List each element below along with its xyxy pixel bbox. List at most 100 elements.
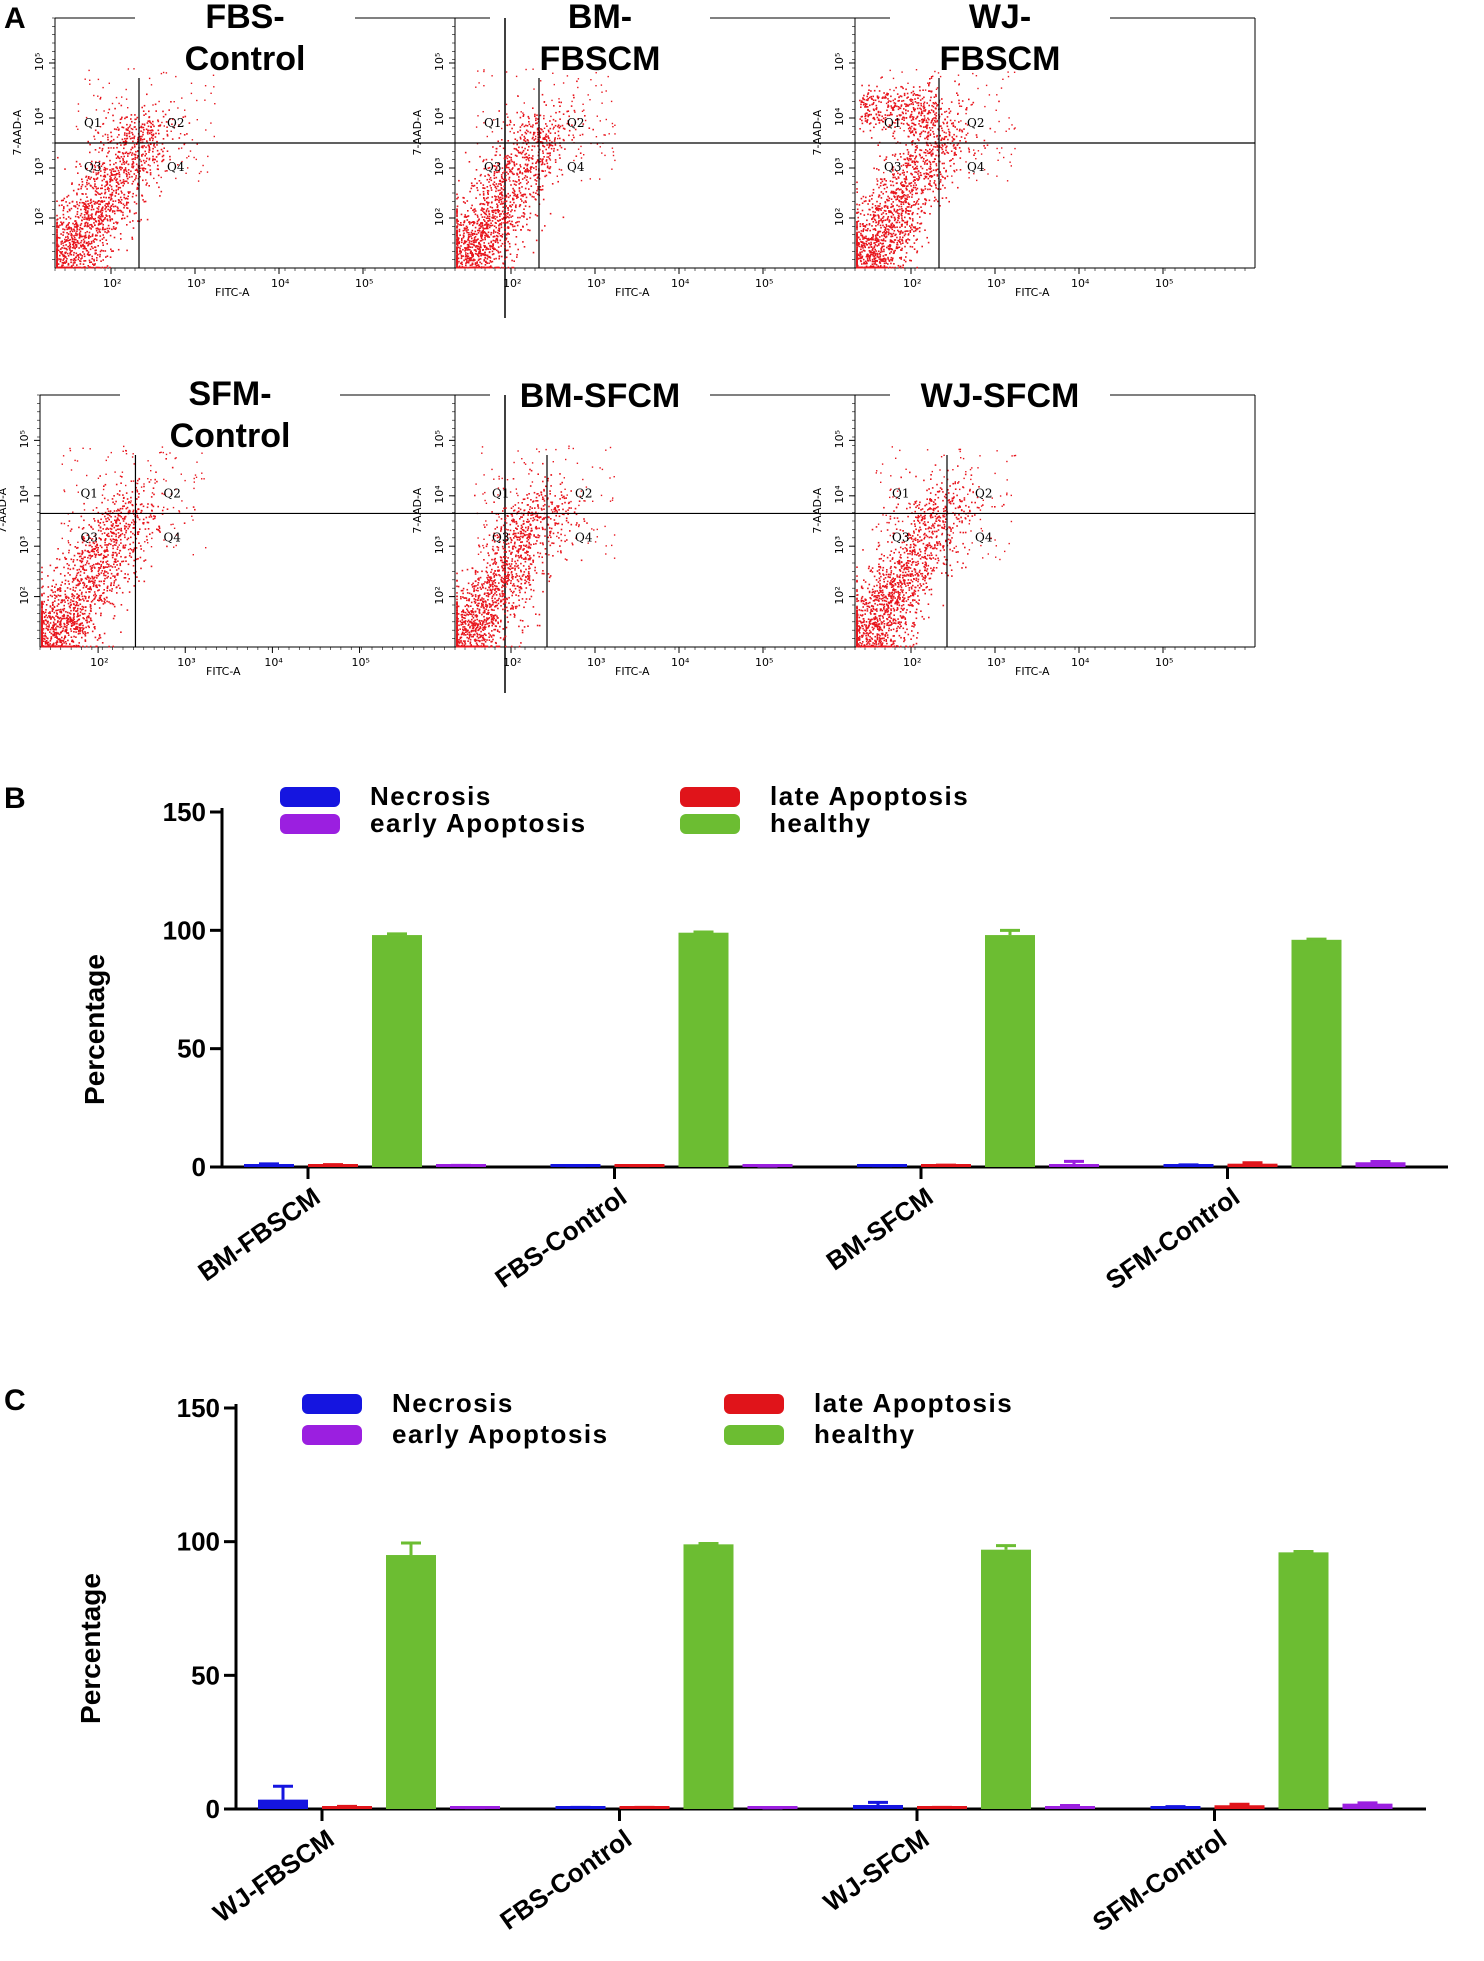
event-dot [920,210,923,213]
event-dot [94,213,97,216]
event-dot [611,147,614,149]
event-dot [103,228,105,231]
event-dot [901,208,903,210]
event-dot [474,178,476,180]
event-dot [130,127,133,130]
event-dot [571,124,573,126]
event-dot [545,133,548,136]
event-dot [858,231,860,233]
event-dot [140,160,142,163]
event-dot [907,234,910,236]
event-dot [64,238,66,241]
event-dot [73,235,75,237]
event-dot [507,160,510,163]
event-dot [544,170,546,172]
event-dot [945,170,947,173]
event-dot [116,167,118,170]
event-dot [473,241,476,243]
event-dot [959,157,962,159]
event-dot [875,206,878,209]
event-dot [147,120,149,122]
event-dot [89,248,92,251]
event-dot [65,244,67,246]
event-dot [510,223,512,226]
event-dot [471,229,474,232]
event-dot [92,200,95,203]
event-dot [501,191,503,193]
event-dot [100,260,102,262]
event-dot [526,218,528,220]
event-dot [523,156,526,159]
event-dot [546,152,549,155]
event-dot [522,113,525,116]
event-dot [937,138,940,140]
event-dot [911,224,913,227]
event-dot [83,253,86,255]
event-dot [898,196,901,198]
event-dot [153,158,156,161]
event-dot [477,115,479,117]
event-dot [140,126,143,129]
event-dot [127,163,130,166]
event-dot [131,146,134,148]
event-dot [483,197,485,200]
event-dot [880,247,883,249]
event-dot [557,180,559,183]
event-dot [911,189,913,192]
event-dot [589,178,591,180]
event-dot [473,232,476,235]
event-dot [914,158,916,160]
event-dot [94,190,97,192]
event-dot [99,211,101,213]
event-dot [908,196,911,198]
event-dot [127,191,130,193]
event-dot [900,249,903,251]
event-dot [75,244,78,247]
event-dot [131,158,134,161]
event-dot [553,83,555,86]
event-dot [874,205,877,207]
event-dot [56,228,58,230]
event-dot [469,246,472,248]
event-dot [145,179,147,181]
event-dot [895,247,898,250]
y-axis-label: 7-AAD-A [411,109,424,155]
event-dot [513,183,516,186]
event-dot [123,134,126,136]
event-dot [158,153,161,155]
event-dot [948,134,951,137]
event-dot [872,252,875,255]
event-dot [456,214,458,217]
event-dot [456,230,458,232]
event-dot [125,98,128,100]
event-dot [603,134,605,136]
event-dot [83,208,86,211]
event-dot [166,170,168,172]
event-dot [68,228,70,230]
event-dot [580,145,582,148]
event-dot [100,209,103,211]
event-dot [890,191,892,194]
event-dot [110,131,112,134]
event-dot [95,234,97,236]
event-dot [59,254,61,257]
event-dot [515,206,517,209]
event-dot [96,227,99,229]
event-dot [86,179,89,182]
event-dot [490,240,493,243]
event-dot [894,196,896,198]
event-dot [475,266,477,269]
event-dot [529,216,531,219]
event-dot [876,200,878,203]
event-dot [107,147,110,149]
event-dot [534,115,536,118]
event-dot [869,195,871,197]
event-dot [905,207,907,210]
event-dot [857,266,859,269]
event-dot [911,205,913,207]
event-dot [82,251,84,253]
event-dot [884,260,887,262]
event-dot [551,141,553,143]
event-dot [105,214,107,216]
event-dot [505,164,508,167]
